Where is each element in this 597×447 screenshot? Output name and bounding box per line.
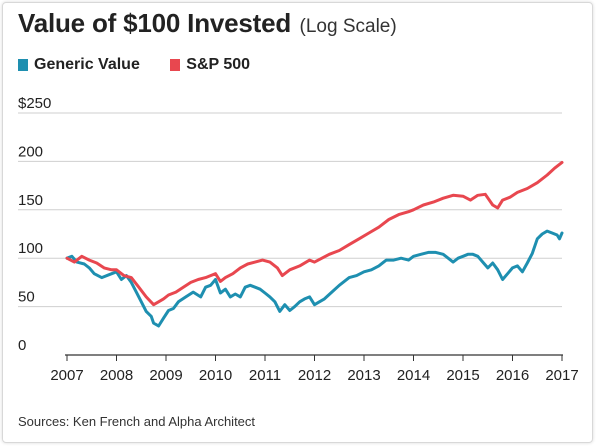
legend-item-generic-value: Generic Value xyxy=(18,56,140,74)
source-note: Sources: Ken French and Alpha Architect xyxy=(18,414,256,429)
legend-label-sp500: S&P 500 xyxy=(186,56,251,73)
y-tick-label-50: 50 xyxy=(18,289,35,306)
y-tick-label-200: 200 xyxy=(18,143,43,160)
chart-title: Value of $100 Invested xyxy=(18,8,292,38)
x-tick-label-2011: 2011 xyxy=(249,367,281,384)
x-tick-label-2015: 2015 xyxy=(446,367,479,384)
legend-item-sp500: S&P 500 xyxy=(170,56,250,74)
x-tick-label-2009: 2009 xyxy=(149,367,182,384)
legend-swatch-generic-value xyxy=(18,59,28,71)
series-line-sp500 xyxy=(65,160,564,307)
x-tick-label-2016: 2016 xyxy=(496,367,529,384)
legend: Generic Value S&P 500 xyxy=(18,56,276,76)
x-tick-label-2013: 2013 xyxy=(347,367,380,384)
y-tick-label-0: 0 xyxy=(18,337,26,354)
chart-subtitle: (Log Scale) xyxy=(299,16,397,37)
y-tick-label-100: 100 xyxy=(18,240,43,257)
x-tick-label-2008: 2008 xyxy=(100,367,133,384)
y-tick-label-250: $250 xyxy=(18,95,51,112)
series-line-generic-value xyxy=(65,229,564,328)
chart-frame xyxy=(2,2,593,443)
x-tick-label-2012: 2012 xyxy=(298,367,331,384)
y-tick-label-150: 150 xyxy=(18,192,43,209)
chart-title-row: Value of $100 Invested (Log Scale) xyxy=(18,8,397,39)
legend-swatch-sp500 xyxy=(170,59,181,71)
x-tick-label-2010: 2010 xyxy=(199,367,232,384)
x-tick-label-2007: 2007 xyxy=(50,367,83,384)
x-tick-label-2017: 2017 xyxy=(545,367,578,384)
x-tick-label-2014: 2014 xyxy=(397,367,430,384)
legend-label-generic-value: Generic Value xyxy=(34,56,140,73)
